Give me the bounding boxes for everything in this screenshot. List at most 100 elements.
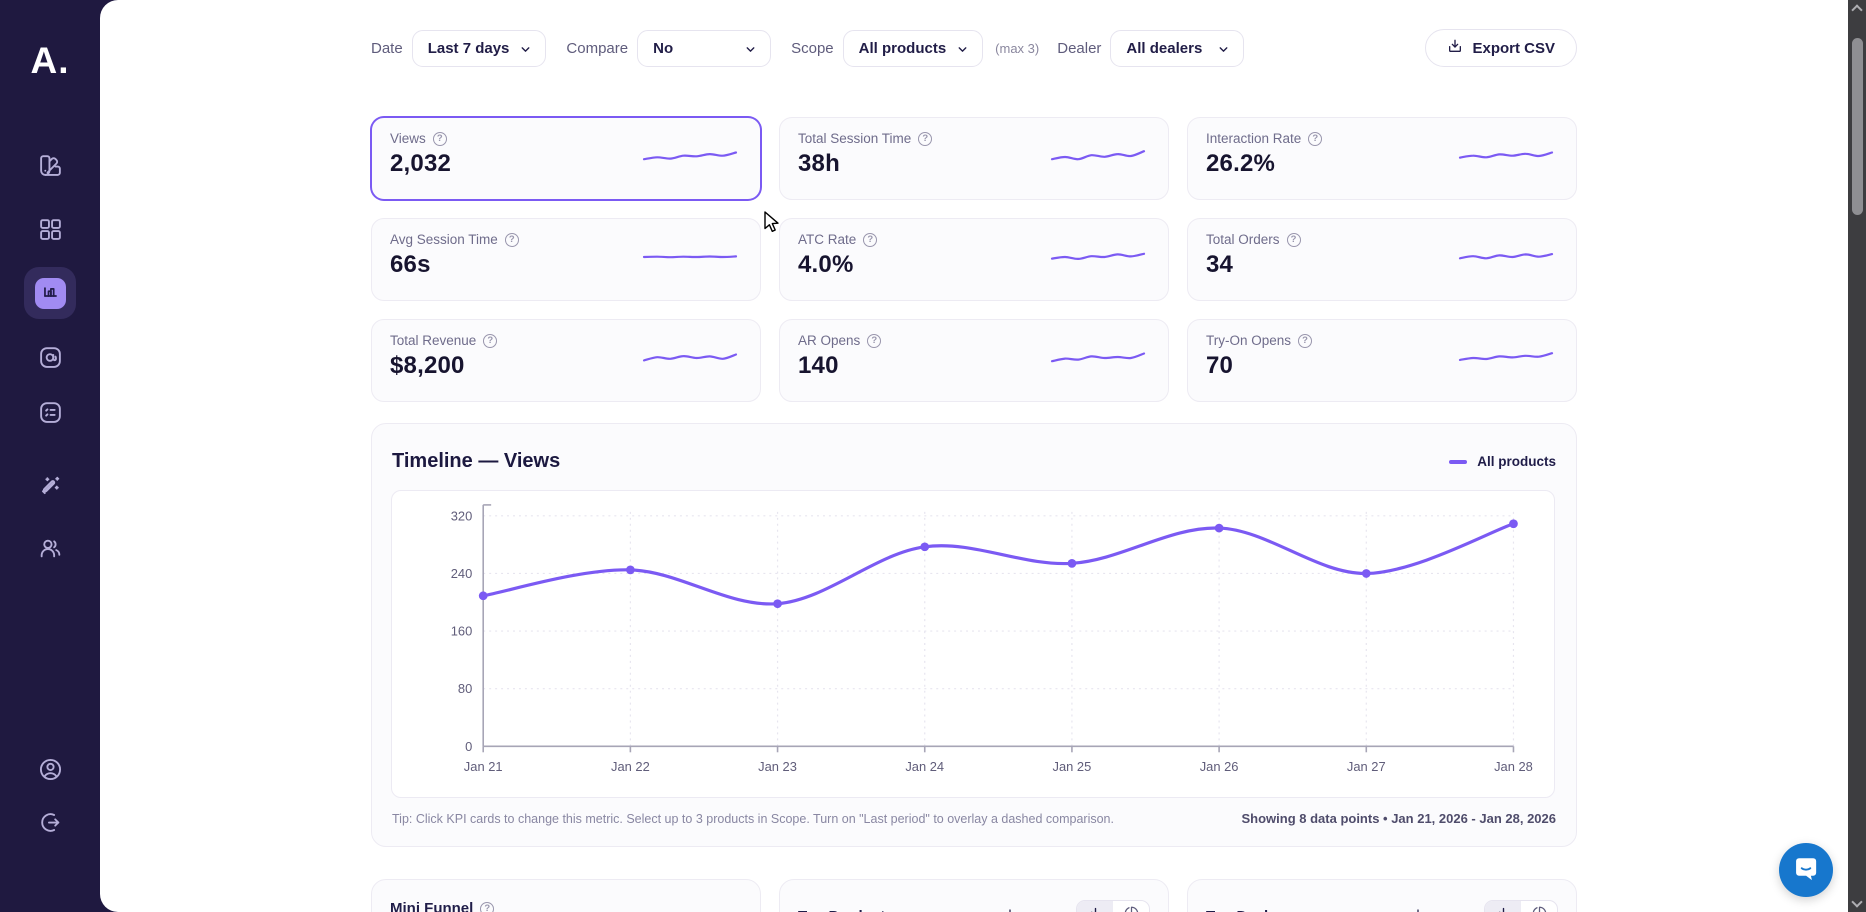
kpi-value: 2,032 <box>390 150 452 177</box>
chat-bubble-icon <box>1792 854 1820 887</box>
bottom-cards-row: Mini Funnel Top Products Export <box>371 879 1577 912</box>
pie-view-button[interactable] <box>1521 901 1557 912</box>
help-icon[interactable] <box>918 131 933 146</box>
kpi-card-total-orders[interactable]: Total Orders 34 <box>1187 218 1577 301</box>
checklist-icon <box>38 400 63 430</box>
timeline-legend: All products <box>1449 454 1556 469</box>
download-icon <box>1447 38 1463 58</box>
dealer-select[interactable]: All dealers <box>1110 29 1245 67</box>
timeline-tip: Tip: Click KPI cards to change this metr… <box>392 811 1114 826</box>
sidebar-item-analytics[interactable] <box>24 267 76 319</box>
date-select[interactable]: Last 7 days <box>411 29 547 67</box>
export-csv-button[interactable]: Export CSV <box>1425 29 1577 67</box>
sidebar: A. <box>0 0 100 912</box>
chevron-down-icon <box>956 43 969 60</box>
date-filter-label: Date <box>371 39 403 57</box>
chevron-down-icon <box>519 43 532 60</box>
kpi-card-try-on-opens[interactable]: Try-On Opens 70 <box>1187 319 1577 402</box>
main-content: Date Last 7 days Compare No Scope All pr… <box>100 0 1848 912</box>
magic-wand-icon <box>38 473 63 503</box>
sparkline <box>1458 253 1554 260</box>
top-dealers-view-toggle <box>1484 900 1558 912</box>
help-icon[interactable] <box>504 232 519 247</box>
scope-max-hint: (max 3) <box>995 40 1040 56</box>
scope-select[interactable]: All products <box>842 29 984 67</box>
sidebar-item-tasks[interactable] <box>26 391 74 439</box>
at-sign-icon <box>38 345 63 375</box>
page-scrollbar[interactable] <box>1848 0 1866 912</box>
kpi-value: 4.0% <box>798 251 854 278</box>
sidebar-item-apps[interactable] <box>26 208 74 256</box>
scrollbar-thumb[interactable] <box>1851 38 1863 215</box>
svg-text:Jan 21: Jan 21 <box>464 759 503 774</box>
help-icon[interactable] <box>483 333 498 348</box>
sparkline <box>642 255 738 259</box>
sidebar-item-mentions[interactable] <box>26 336 74 384</box>
download-icon <box>1411 908 1425 912</box>
users-icon <box>38 536 63 566</box>
kpi-card-total-session-time[interactable]: Total Session Time 38h <box>779 117 1169 200</box>
svg-text:0: 0 <box>465 739 472 754</box>
svg-text:Jan 28: Jan 28 <box>1494 759 1533 774</box>
logout-icon <box>38 810 63 840</box>
chat-launcher-button[interactable] <box>1779 843 1833 897</box>
sidebar-item-logout[interactable] <box>26 801 74 849</box>
timeline-title: Timeline — Views <box>392 450 561 472</box>
sparkline <box>1458 352 1554 362</box>
mini-funnel-title: Mini Funnel <box>390 900 474 912</box>
help-icon[interactable] <box>432 131 447 146</box>
sparkline <box>1050 252 1146 261</box>
sparkline <box>1458 151 1554 159</box>
compare-select[interactable]: No <box>637 29 772 67</box>
sparkline <box>642 353 738 362</box>
help-icon[interactable] <box>867 333 882 348</box>
help-icon[interactable] <box>480 901 495 912</box>
scroll-up-arrow[interactable] <box>1851 4 1863 16</box>
layout-grid-icon <box>38 217 63 247</box>
sparkline <box>642 151 738 161</box>
account-icon <box>38 757 63 787</box>
top-products-card: Top Products Export <box>779 879 1169 912</box>
kpi-card-total-revenue[interactable]: Total Revenue $8,200 <box>371 319 761 402</box>
help-icon[interactable] <box>1286 232 1301 247</box>
svg-text:80: 80 <box>458 681 472 696</box>
sparkline <box>1050 150 1146 161</box>
kpi-value: 66s <box>390 251 431 278</box>
timeline-line-chart: 0 80 160 240 320 Jan 21 Jan 22 Jan 23 Jan 24 Jan … <box>451 504 1533 774</box>
kpi-card-interaction-rate[interactable]: Interaction Rate 26.2% <box>1187 117 1577 200</box>
scroll-down-arrow[interactable] <box>1851 896 1863 908</box>
kpi-card-avg-session-time[interactable]: Avg Session Time 66s <box>371 218 761 301</box>
kpi-value: 26.2% <box>1206 150 1276 177</box>
kpi-card-views[interactable]: Views 2,032 <box>371 117 761 200</box>
bar-chart-icon <box>1088 906 1103 912</box>
kpi-card-ar-opens[interactable]: AR Opens 140 <box>779 319 1169 402</box>
app-logo: A. <box>30 40 70 81</box>
kpi-grid: Views 2,032 Total Session Time 38h Inter… <box>371 117 1577 402</box>
chevron-down-icon <box>744 43 757 60</box>
bar-view-button[interactable] <box>1077 901 1113 912</box>
sidebar-item-account[interactable] <box>26 748 74 796</box>
kpi-value: 70 <box>1206 352 1234 379</box>
kpi-card-atc-rate[interactable]: ATC Rate 4.0% <box>779 218 1169 301</box>
svg-text:320: 320 <box>451 508 473 523</box>
mini-funnel-card: Mini Funnel <box>371 879 761 912</box>
kpi-value: $8,200 <box>390 352 465 379</box>
bar-view-button[interactable] <box>1485 901 1521 912</box>
timeline-chart-panel[interactable]: 0 80 160 240 320 Jan 21 Jan 22 Jan 23 Jan 24 Jan … <box>391 490 1555 798</box>
filter-bar: Date Last 7 days Compare No Scope All pr… <box>371 29 1577 67</box>
pie-view-button[interactable] <box>1113 901 1149 912</box>
sidebar-item-magic[interactable] <box>26 464 74 512</box>
svg-text:Jan 27: Jan 27 <box>1347 759 1386 774</box>
top-dealers-export-button[interactable]: Export <box>1411 908 1472 912</box>
legend-line-swatch <box>1449 459 1468 464</box>
bar-chart-icon <box>1496 906 1511 912</box>
help-icon[interactable] <box>1308 131 1323 146</box>
top-products-export-button[interactable]: Export <box>1003 908 1064 912</box>
svg-text:160: 160 <box>451 624 473 639</box>
help-icon[interactable] <box>863 232 878 247</box>
sidebar-item-design[interactable] <box>26 144 74 192</box>
sidebar-item-team[interactable] <box>26 527 74 575</box>
sparkline <box>1050 352 1146 363</box>
pie-chart-icon <box>1124 906 1139 912</box>
help-icon[interactable] <box>1298 333 1313 348</box>
